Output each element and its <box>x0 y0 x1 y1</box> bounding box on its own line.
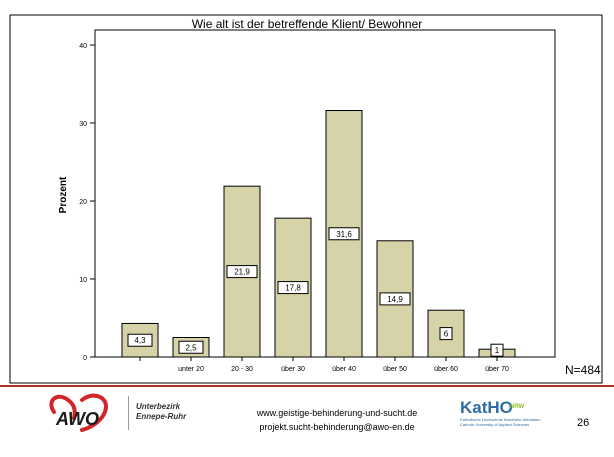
chart-title: Wie alt ist der betreffende Klient/ Bewo… <box>192 17 423 31</box>
data-label-box <box>226 265 258 279</box>
x-tick-label: über 70 <box>485 366 509 373</box>
sample-size-label: N=484 <box>565 363 601 377</box>
org-name-line2: Ennepe-Ruhr <box>136 412 187 421</box>
website-link[interactable]: www.geistige-behinderung-und-sucht.de <box>256 408 418 418</box>
data-label: 31,6 <box>336 230 352 239</box>
katho-subtitle-line1: Katholische Hochschule Nordrhein-Westfal… <box>460 417 541 422</box>
contact-info: www.geistige-behinderung-und-sucht.de pr… <box>232 406 442 434</box>
awo-logo: AWO <box>49 393 108 432</box>
x-tick-label: über 50 <box>383 366 407 373</box>
plot-area <box>94 29 556 358</box>
bar-chart: Wie alt ist der betreffende Klient/ Bewo… <box>9 14 603 384</box>
x-tick-label: 20 - 30 <box>231 366 253 373</box>
email-link[interactable]: projekt.sucht-behinderung@awo-en.de <box>259 422 415 432</box>
data-label: 14,9 <box>387 295 403 304</box>
data-label-box <box>328 227 360 241</box>
data-label: 17,8 <box>285 284 301 293</box>
data-label: 2,5 <box>185 343 197 352</box>
org-name: Unterbezirk Ennepe-Ruhr <box>136 402 186 422</box>
footer-divider <box>0 385 614 387</box>
logo-separator <box>128 396 129 430</box>
katho-wordmark: KatHO <box>460 398 513 417</box>
y-tick-label: 0 <box>83 355 87 362</box>
page-number: 26 <box>577 417 590 429</box>
y-axis-label: Prozent <box>58 176 69 213</box>
awo-wordmark: AWO <box>55 409 99 429</box>
data-label-box <box>127 333 153 347</box>
bars: 4,3 2,5 21,9 17,8 31,6 14,9 6 1 <box>121 110 516 358</box>
data-label-box <box>379 292 411 306</box>
y-tick-label: 20 <box>79 199 87 206</box>
x-tick-label: über 60 <box>434 366 458 373</box>
data-label: 1 <box>495 346 500 355</box>
x-tick-label: unter 20 <box>178 366 204 373</box>
y-axis: 0 10 20 30 40 <box>79 43 95 362</box>
x-axis: unter 20 20 - 30 über 30 über 40 über 50 über… <box>139 357 509 373</box>
data-label: 4,3 <box>134 336 146 345</box>
org-name-line1: Unterbezirk <box>136 402 181 411</box>
data-label-box <box>277 281 309 295</box>
data-label-box <box>178 340 204 354</box>
awo-heart-icon <box>49 394 77 420</box>
katho-logo: KatHO NRW Katholische Hochschule Nordrhe… <box>460 398 580 432</box>
data-label-box <box>490 343 504 357</box>
x-tick-label: über 30 <box>281 366 305 373</box>
y-tick-label: 30 <box>79 121 87 128</box>
data-label: 6 <box>444 330 449 339</box>
katho-subtitle-line2: Catholic University of Applied Sciences <box>460 422 530 427</box>
awo-heart-right-icon <box>80 393 108 432</box>
data-label: 21,9 <box>234 268 250 277</box>
katho-subtitle: Katholische Hochschule Nordrhein-Westfal… <box>460 417 580 427</box>
x-tick-label: über 40 <box>332 366 356 373</box>
y-tick-label: 40 <box>79 43 87 50</box>
katho-nrw: NRW <box>510 404 525 410</box>
data-label-box <box>439 327 453 341</box>
y-tick-label: 10 <box>79 277 87 284</box>
